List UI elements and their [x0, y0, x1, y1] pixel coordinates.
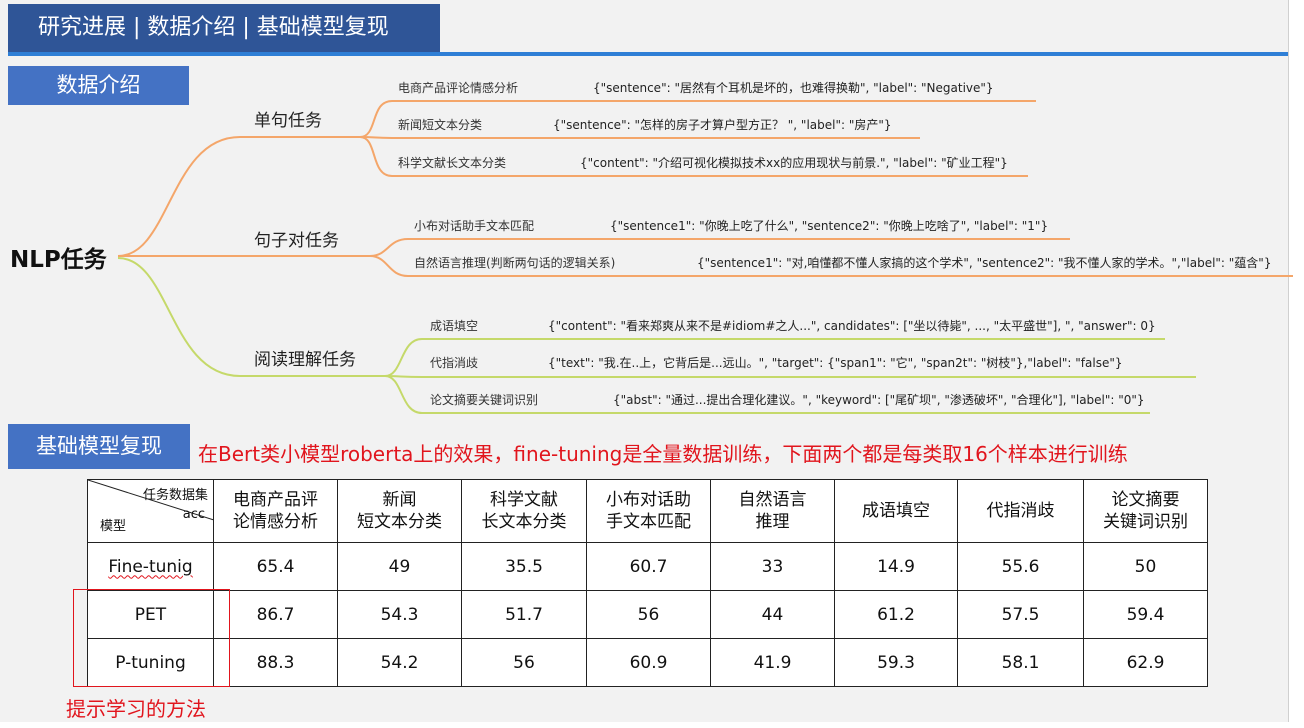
table-cell: 50: [1083, 542, 1208, 591]
corner-model-label: 模型: [100, 519, 127, 534]
leaf-idiom-example: {"content": "看来郑爽从来不是#idiom#之人...", cand…: [548, 319, 1156, 333]
column-header-coref: 代指消歧: [957, 479, 1084, 543]
connector-root-reading: [117, 257, 385, 377]
row-model-name: P-tuning: [87, 638, 214, 687]
page-title: 研究进展 | 数据介绍 | 基础模型复现: [8, 4, 440, 52]
column-header-ecommerce: 电商产品评 论情感分析: [213, 479, 338, 543]
experiment-note: 在Bert类小模型roberta上的效果，fine-tuning是全量数据训练，…: [198, 442, 1128, 466]
branch-single-sentence: 单句任务: [254, 111, 322, 131]
table-cell: 44: [710, 590, 835, 639]
table-cell: 59.3: [834, 638, 958, 687]
table-cell: 56: [461, 638, 587, 687]
leaf-ecommerce: 电商产品评论情感分析: [398, 81, 519, 95]
table-cell: 59.4: [1083, 590, 1208, 639]
title-divider: [8, 52, 1288, 56]
connector-leaf-news: [359, 136, 920, 139]
leaf-science-example: {"content": "介绍可视化模拟技术xx的应用现状与前景.", "lab…: [580, 156, 1008, 170]
leaf-keyword-example: {"abst": "通过...提出合理化建议。", "keyword": ["尾…: [613, 393, 1145, 407]
leaf-coref: 代指消歧: [430, 356, 479, 370]
column-header-science: 科学文献 长文本分类: [461, 479, 587, 543]
connector-leaf-xiaobu: [369, 238, 1070, 257]
connector-leaf-science: [359, 136, 1028, 177]
section-tag-data: 数据介绍: [8, 66, 189, 105]
table-cell: 14.9: [834, 542, 958, 591]
table-cell: 60.7: [586, 542, 711, 591]
connector-leaf-nli: [369, 255, 1293, 277]
corner-diagonal: [88, 480, 214, 521]
leaf-nli: 自然语言推理(判断两句话的逻辑关系): [414, 256, 616, 270]
column-header-news: 新闻 短文本分类: [337, 479, 462, 543]
leaf-idiom: 成语填空: [430, 319, 479, 333]
corner-metric-label: acc: [182, 507, 205, 522]
leaf-nli-example: {"sentence1": "对,咱懂都不懂人家搞的这个学术", "senten…: [697, 256, 1272, 270]
branch-reading-comprehension: 阅读理解任务: [254, 350, 356, 370]
connector-leaf-coref: [384, 375, 1196, 378]
table-header-row: 任务数据集 acc 模型 电商产品评 论情感分析 新闻 短文本分类 科学文献 长文本分…: [87, 479, 1208, 543]
prompt-methods-highlight-box: [73, 589, 230, 687]
table-cell: 65.4: [213, 542, 338, 591]
column-header-nli: 自然语言 推理: [710, 479, 835, 543]
results-table: 任务数据集 acc 模型 电商产品评 论情感分析 新闻 短文本分类 科学文献 长文本分…: [87, 479, 1208, 687]
leaf-ecommerce-example: {"sentence": "居然有个耳机是坏的，也难得换勒", "label":…: [593, 81, 994, 95]
column-header-idiom: 成语填空: [834, 479, 958, 543]
table-cell: 58.1: [957, 638, 1084, 687]
row-model-name: Fine-tunig: [87, 542, 214, 591]
column-header-xiaobu: 小布对话助 手文本匹配: [586, 479, 711, 543]
table-cell: 62.9: [1083, 638, 1208, 687]
connector-leaf-idiom: [384, 338, 1165, 377]
connector-root-single: [117, 136, 360, 257]
table-cell: 54.3: [337, 590, 462, 639]
table-cell: 57.5: [957, 590, 1084, 639]
table-cell: 35.5: [461, 542, 587, 591]
table-cell: 49: [337, 542, 462, 591]
table-cell: 41.9: [710, 638, 835, 687]
branch-sentence-pair: 句子对任务: [254, 231, 339, 251]
leaf-keyword: 论文摘要关键词识别: [430, 393, 539, 407]
table-cell: 56: [586, 590, 711, 639]
table-cell: 33: [710, 542, 835, 591]
table-row: P-tuning 88.3 54.2 56 60.9 41.9 59.3 58.…: [87, 638, 1208, 687]
prompt-methods-note: 提示学习的方法: [66, 697, 206, 721]
table-cell: 60.9: [586, 638, 711, 687]
table-cell: 51.7: [461, 590, 587, 639]
table-row: Fine-tunig 65.4 49 35.5 60.7 33 14.9 55.…: [87, 542, 1208, 591]
connector-leaf-keyword: [384, 375, 1150, 414]
table-cell: 61.2: [834, 590, 958, 639]
column-header-keyword: 论文摘要 关键词识别: [1083, 479, 1208, 543]
leaf-coref-example: {"text": "我.在..上，它背后是...远山。", "target": …: [548, 356, 1123, 370]
table-cell: 88.3: [213, 638, 338, 687]
leaf-xiaobu-example: {"sentence1": "你晚上吃了什么", "sentence2": "你…: [610, 219, 1049, 233]
connector-leaf-ecommerce: [359, 100, 1036, 138]
leaf-news: 新闻短文本分类: [398, 118, 483, 132]
mindmap-root: NLP任务: [10, 247, 107, 273]
table-corner-cell: 任务数据集 acc 模型: [87, 479, 214, 543]
leaf-science: 科学文献长文本分类: [398, 156, 507, 170]
table-row: PET 86.7 54.3 51.7 56 44 61.2 57.5 59.4: [87, 590, 1208, 639]
leaf-xiaobu: 小布对话助手文本匹配: [414, 219, 535, 233]
table-cell: 86.7: [213, 590, 338, 639]
table-cell: 54.2: [337, 638, 462, 687]
section-tag-model: 基础模型复现: [8, 424, 190, 469]
leaf-news-example: {"sentence": "怎样的房子才算户型方正？ ", "label": "…: [553, 118, 892, 132]
table-cell: 55.6: [957, 542, 1084, 591]
corner-task-label: 任务数据集: [142, 488, 208, 503]
